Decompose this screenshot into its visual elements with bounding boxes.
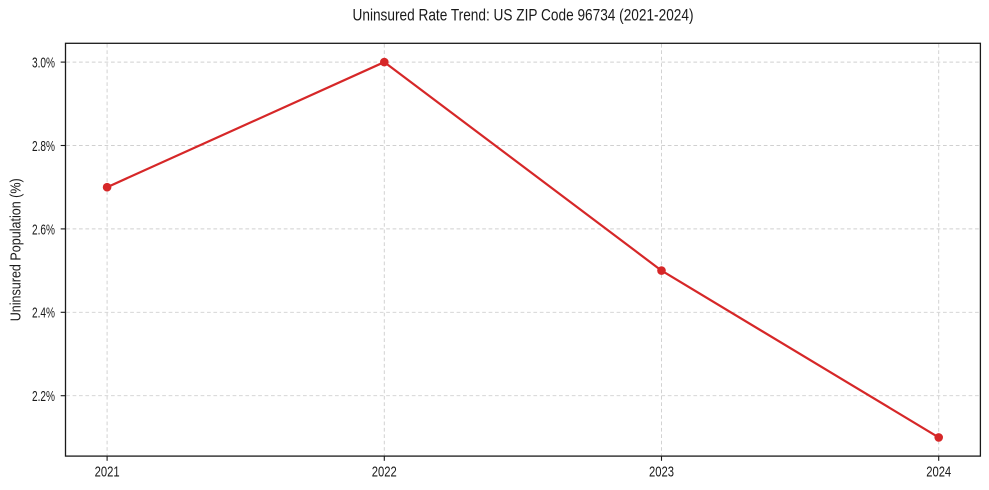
svg-text:2023: 2023 (649, 464, 674, 481)
svg-text:2024: 2024 (926, 464, 951, 481)
svg-text:2.4%: 2.4% (32, 305, 55, 322)
svg-text:2.2%: 2.2% (32, 388, 55, 405)
svg-text:3.0%: 3.0% (32, 55, 55, 72)
svg-text:2021: 2021 (95, 464, 120, 481)
svg-text:2022: 2022 (372, 464, 397, 481)
svg-text:2.8%: 2.8% (32, 138, 55, 155)
svg-text:2.6%: 2.6% (32, 221, 55, 238)
svg-text:Uninsured Population (%): Uninsured Population (%) (8, 178, 25, 321)
svg-text:Uninsured Rate Trend: US ZIP C: Uninsured Rate Trend: US ZIP Code 96734 … (353, 7, 694, 25)
